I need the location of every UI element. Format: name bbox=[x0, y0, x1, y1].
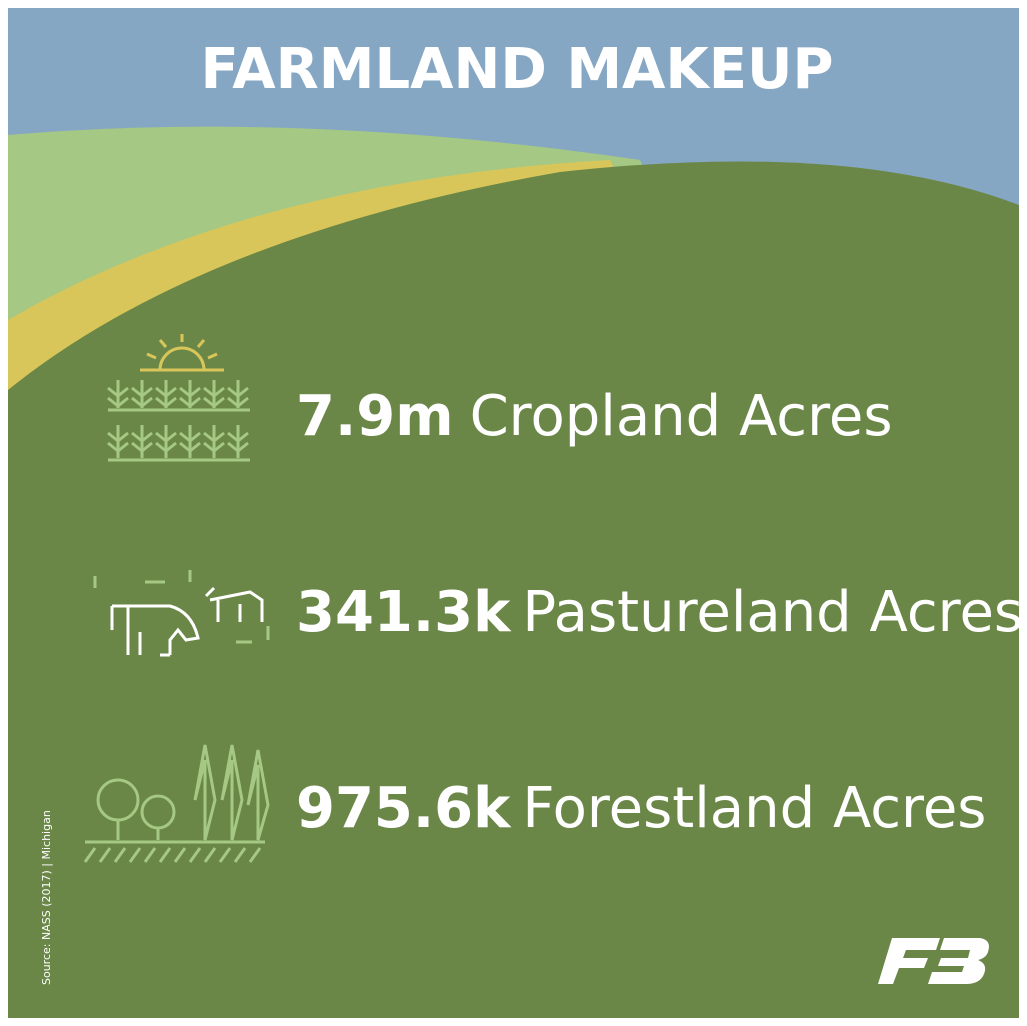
stat-label: Cropland Acres bbox=[470, 384, 893, 449]
stat-label: Pastureland Acres bbox=[522, 580, 1023, 645]
infographic: FARMLAND MAKEUP bbox=[0, 0, 1027, 1026]
source: Source: NASS (2017) | Michigan bbox=[40, 810, 53, 985]
title: FARMLAND MAKEUP bbox=[200, 37, 833, 102]
stat-value: 975.6k bbox=[296, 776, 512, 841]
stat-value: 7.9m bbox=[296, 384, 454, 449]
stat-value: 341.3k bbox=[296, 580, 512, 645]
stat-label: Forestland Acres bbox=[522, 776, 986, 841]
